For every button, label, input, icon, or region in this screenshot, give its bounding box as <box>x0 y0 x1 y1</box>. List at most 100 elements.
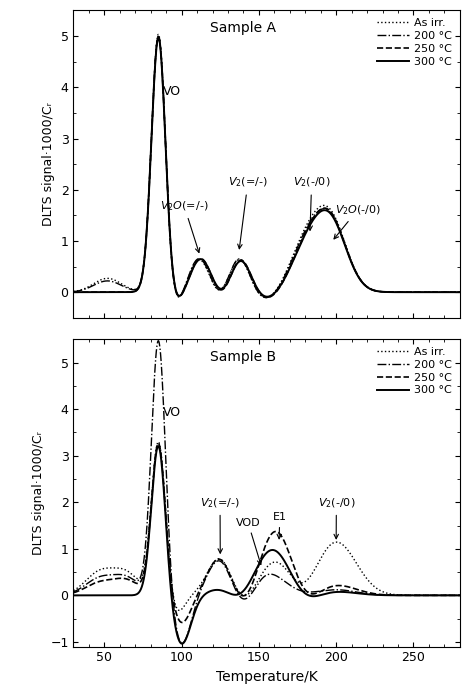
Legend: As irr., 200 °C, 250 °C, 300 °C: As irr., 200 °C, 250 °C, 300 °C <box>375 345 454 398</box>
300 °C <box>465 288 470 296</box>
300 °C <box>123 288 128 296</box>
250 °C <box>155 439 161 447</box>
300 °C <box>155 34 161 42</box>
X-axis label: Temperature/K: Temperature/K <box>216 670 318 684</box>
Line: 250 °C: 250 °C <box>73 37 467 298</box>
200 °C <box>123 571 128 579</box>
250 °C <box>278 531 284 540</box>
300 °C <box>123 591 128 600</box>
250 °C <box>465 288 470 296</box>
250 °C <box>137 578 143 586</box>
200 °C <box>123 283 128 291</box>
300 °C <box>287 265 292 273</box>
250 °C <box>278 281 284 289</box>
250 °C <box>287 550 292 559</box>
200 °C <box>204 572 210 580</box>
As irr. <box>137 280 143 288</box>
As irr. <box>204 264 210 273</box>
Line: 200 °C: 200 °C <box>73 340 467 643</box>
As irr. <box>155 30 161 38</box>
Line: As irr.: As irr. <box>73 34 467 297</box>
As irr. <box>123 282 128 291</box>
Line: 200 °C: 200 °C <box>73 36 467 298</box>
200 °C <box>278 279 284 287</box>
Text: VO: VO <box>163 85 181 98</box>
300 °C <box>71 288 76 296</box>
300 °C <box>287 565 292 574</box>
250 °C <box>204 570 210 579</box>
As irr. <box>287 260 292 268</box>
200 °C <box>263 294 269 302</box>
300 °C <box>264 292 270 301</box>
200 °C <box>155 336 161 345</box>
200 °C <box>465 288 470 296</box>
Line: 300 °C: 300 °C <box>73 446 467 644</box>
250 °C <box>123 288 128 296</box>
Text: $V_2$(-/0): $V_2$(-/0) <box>318 496 355 539</box>
300 °C <box>278 280 284 289</box>
Text: $V_2O$(=/-): $V_2O$(=/-) <box>160 199 209 252</box>
200 °C <box>242 259 247 268</box>
Line: 300 °C: 300 °C <box>73 38 467 296</box>
200 °C <box>137 280 143 289</box>
Line: 250 °C: 250 °C <box>73 443 467 622</box>
As irr. <box>123 565 128 574</box>
As irr. <box>204 570 210 578</box>
Text: VOD: VOD <box>236 517 262 565</box>
300 °C <box>204 261 210 269</box>
300 °C <box>242 259 247 268</box>
As irr. <box>465 591 470 600</box>
250 °C <box>71 589 76 597</box>
As irr. <box>242 591 248 600</box>
250 °C <box>155 33 161 41</box>
Text: Sample A: Sample A <box>210 21 276 35</box>
As irr. <box>465 288 470 296</box>
Text: $V_2$(=/-): $V_2$(=/-) <box>228 176 268 249</box>
Text: $V_2$(=/-): $V_2$(=/-) <box>200 496 240 553</box>
Text: VO: VO <box>163 406 181 419</box>
250 °C <box>287 264 292 273</box>
300 °C <box>155 442 161 450</box>
250 °C <box>264 294 270 302</box>
250 °C <box>242 259 247 267</box>
250 °C <box>123 575 128 583</box>
250 °C <box>204 260 210 268</box>
Text: $V_2$(-/0): $V_2$(-/0) <box>293 176 330 230</box>
200 °C <box>137 574 143 582</box>
300 °C <box>278 552 284 561</box>
200 °C <box>155 31 161 40</box>
Line: As irr.: As irr. <box>73 442 467 610</box>
300 °C <box>137 587 143 596</box>
250 °C <box>179 618 185 626</box>
200 °C <box>71 588 76 596</box>
As irr. <box>71 586 76 595</box>
300 °C <box>242 585 248 593</box>
Y-axis label: DLTS signal·1000/Cᵣ: DLTS signal·1000/Cᵣ <box>32 431 45 555</box>
Text: Sample B: Sample B <box>210 350 276 363</box>
250 °C <box>71 288 76 296</box>
250 °C <box>242 591 248 600</box>
As irr. <box>242 260 247 268</box>
200 °C <box>71 287 76 296</box>
As irr. <box>137 575 143 583</box>
300 °C <box>137 281 143 289</box>
200 °C <box>204 264 210 272</box>
As irr. <box>278 561 284 569</box>
As irr. <box>263 293 269 301</box>
300 °C <box>465 591 470 600</box>
As irr. <box>155 438 161 446</box>
250 °C <box>465 591 470 600</box>
Text: E1: E1 <box>273 512 287 539</box>
200 °C <box>242 595 248 603</box>
As irr. <box>278 278 284 286</box>
250 °C <box>137 281 143 289</box>
As irr. <box>71 287 76 296</box>
300 °C <box>179 640 185 648</box>
Y-axis label: DLTS signal·1000/Cᵣ: DLTS signal·1000/Cᵣ <box>42 102 55 226</box>
300 °C <box>71 591 76 600</box>
200 °C <box>278 575 284 583</box>
200 °C <box>287 261 292 270</box>
200 °C <box>179 639 185 647</box>
300 °C <box>204 589 210 597</box>
200 °C <box>287 581 292 589</box>
